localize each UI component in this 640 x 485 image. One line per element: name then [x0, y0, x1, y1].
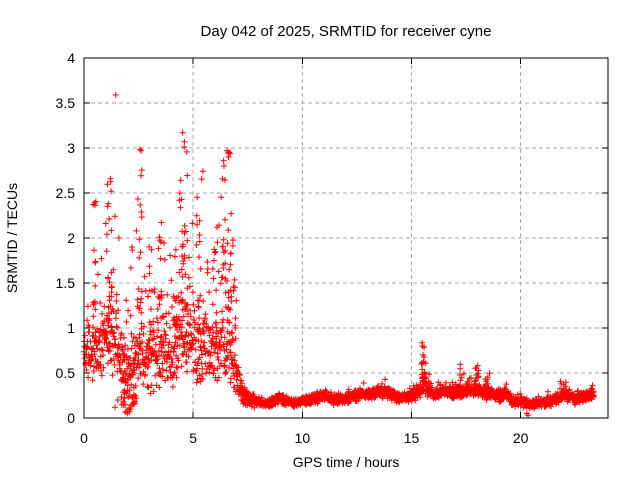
grid-lines — [84, 58, 608, 418]
y-tick-label: 1 — [67, 320, 75, 336]
y-axis-label: SRMTID / TECUs — [4, 183, 20, 293]
x-tick-label: 20 — [513, 430, 529, 446]
y-tick-label: 0.5 — [56, 365, 76, 381]
data-points-srmtid — [81, 91, 597, 419]
x-tick-label: 0 — [80, 430, 88, 446]
x-tick-label: 5 — [189, 430, 197, 446]
y-tick-label: 1.5 — [56, 275, 76, 291]
x-axis-label: GPS time / hours — [293, 454, 400, 470]
axis-ticks — [83, 57, 608, 419]
y-tick-label: 4 — [67, 50, 75, 66]
plot-border — [83, 57, 609, 419]
y-tick-label: 2 — [67, 230, 75, 246]
y-tick-label: 0 — [67, 410, 75, 426]
y-tick-label: 2.5 — [56, 185, 76, 201]
chart-title: Day 042 of 2025, SRMTID for receiver cyn… — [201, 23, 492, 40]
x-tick-label: 10 — [295, 430, 311, 446]
y-tick-label: 3 — [67, 140, 75, 156]
tick-labels: 0 5 10 15 20 0 0.5 1 1.5 2 2.5 3 3.5 4 — [56, 50, 529, 446]
y-tick-label: 3.5 — [56, 95, 76, 111]
x-tick-label: 15 — [404, 430, 420, 446]
